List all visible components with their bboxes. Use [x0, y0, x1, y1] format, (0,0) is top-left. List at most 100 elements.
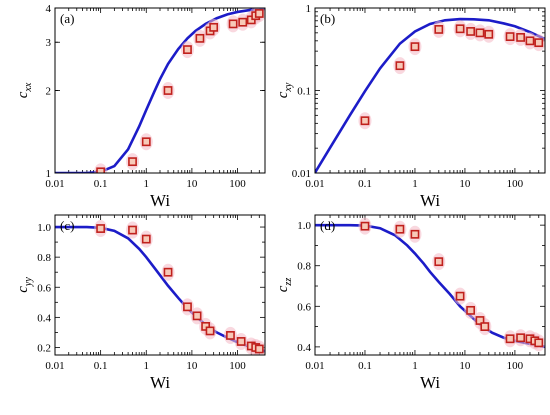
axes-frame	[314, 7, 546, 174]
data-point	[236, 337, 246, 346]
data-point	[480, 322, 490, 331]
data-point	[505, 334, 515, 344]
data-point	[534, 338, 544, 348]
x-axis-label: Wi	[150, 191, 170, 210]
data-point	[410, 229, 420, 239]
panel-d: 0.01 0.1 1 10 100 0.4 0.6 0.8 1.0 (d) Wi czz	[275, 214, 546, 392]
data-point	[141, 137, 151, 147]
y-axis-label-main: c	[15, 91, 31, 98]
data-point	[455, 24, 465, 34]
y-axis-label-main: c	[275, 285, 291, 292]
data-point	[395, 61, 405, 71]
panel-a: 0.01 0.1 1 10 100 1 2 3 4 (a) Wi cxx	[15, 3, 266, 210]
y-axis-label: cyy	[15, 277, 34, 293]
y-tick-label: 0.8	[297, 261, 311, 273]
plot-area	[55, 220, 265, 355]
y-axis-label-subscript: xx	[23, 82, 34, 92]
data-point	[254, 9, 264, 18]
data-point	[516, 33, 526, 42]
x-tick-label: 1	[412, 360, 418, 372]
x-tick-label: 10	[459, 178, 471, 190]
x-tick-label: 10	[459, 360, 471, 372]
x-axis-label: Wi	[420, 373, 440, 392]
y-axis-label-main: c	[275, 91, 291, 98]
y-tick-label: 0.1	[297, 86, 311, 98]
data-point	[395, 224, 405, 234]
data-point	[209, 22, 219, 32]
y-tick-label: 0.6	[297, 301, 311, 313]
y-tick-label: 0.2	[37, 342, 51, 354]
y-tick-label: 0.01	[292, 168, 311, 180]
x-tick-label: 0.1	[94, 178, 108, 190]
plot-area	[315, 217, 545, 352]
data-point	[226, 331, 235, 340]
data-point	[201, 321, 211, 331]
x-tick-label: 0.01	[45, 178, 64, 190]
x-tick-label: 100	[507, 360, 524, 372]
data-point	[434, 257, 444, 267]
data-point	[195, 33, 205, 43]
panel-label: (b)	[320, 11, 335, 26]
panel-b: 0.01 0.1 1 10 100 0.01 0.1 1 (b) Wi cxy	[275, 3, 546, 210]
data-point	[360, 221, 370, 231]
x-tick-label: 0.1	[94, 360, 108, 372]
data-point	[163, 267, 173, 277]
data-point	[475, 316, 485, 325]
x-tick-label: 1	[144, 360, 150, 372]
data-point	[505, 32, 515, 42]
y-tick-label: 0.6	[37, 282, 51, 294]
y-tick-label: 0.4	[297, 342, 311, 354]
data-point	[192, 311, 202, 321]
x-tick-label: 1	[412, 178, 418, 190]
y-tick-label: 1.0	[297, 220, 311, 232]
panel-label: (a)	[60, 11, 74, 26]
model-curve	[55, 8, 265, 173]
x-tick-label: 100	[229, 178, 246, 190]
data-point	[205, 326, 215, 336]
axes-frame	[314, 214, 546, 356]
panel-label: (c)	[60, 218, 74, 233]
x-axis-label: Wi	[150, 373, 170, 392]
y-tick-label: 4	[46, 3, 52, 15]
data-point	[534, 38, 544, 48]
data-point	[254, 344, 264, 354]
data-point	[434, 25, 444, 34]
axes-frame	[54, 7, 266, 174]
axes-frame	[54, 214, 266, 356]
x-tick-label: 1	[144, 178, 150, 190]
x-tick-label: 0.01	[305, 360, 324, 372]
y-tick-label: 3	[46, 37, 52, 49]
data-point	[466, 305, 476, 315]
plot-area	[55, 8, 265, 173]
y-axis-label: czz	[275, 278, 294, 293]
data-point	[484, 29, 494, 39]
data-point	[163, 86, 173, 95]
y-tick-label: 1	[306, 3, 312, 15]
y-axis-label: cxx	[15, 82, 34, 98]
data-point	[525, 36, 535, 46]
data-point	[410, 42, 420, 52]
data-point	[466, 27, 476, 36]
y-axis-label-subscript: yy	[23, 277, 34, 287]
data-point	[183, 302, 192, 312]
y-tick-label: 0.8	[37, 252, 51, 264]
x-tick-label: 0.1	[358, 178, 372, 190]
data-point	[238, 17, 248, 27]
model-curve	[315, 223, 545, 349]
y-axis-label-main: c	[15, 286, 31, 293]
data-point	[360, 116, 370, 126]
panel-label: (d)	[320, 218, 335, 233]
plot-area	[315, 17, 545, 173]
data-point	[96, 167, 106, 173]
x-tick-label: 100	[507, 178, 524, 190]
y-axis-label: cxy	[275, 82, 294, 98]
y-tick-label: 2	[46, 86, 52, 98]
data-point	[475, 28, 485, 38]
y-tick-label: 1.0	[37, 222, 51, 234]
y-axis-label-subscript: zz	[283, 278, 294, 287]
x-tick-label: 0.01	[45, 360, 64, 372]
x-tick-label: 0.01	[305, 178, 324, 190]
data-point	[96, 224, 106, 233]
x-axis-label: Wi	[420, 191, 440, 210]
